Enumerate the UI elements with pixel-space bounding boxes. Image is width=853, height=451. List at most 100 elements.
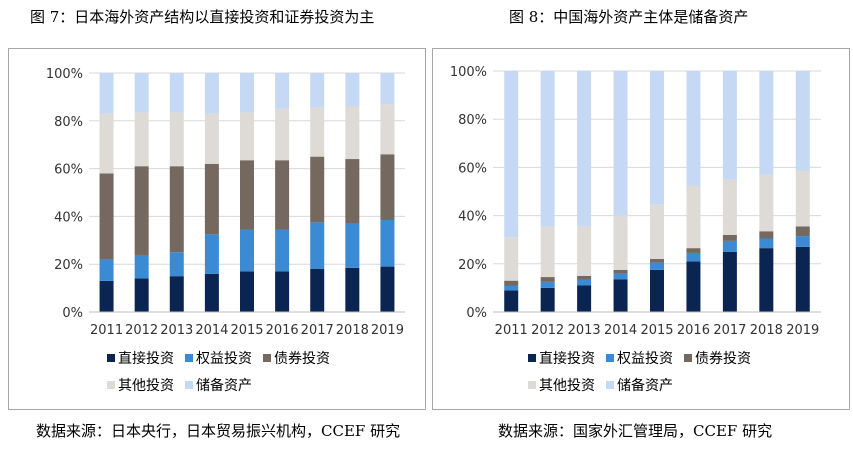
legend-label: 权益投资 [196,351,252,367]
bar-segment [613,269,628,274]
bar-segment [134,73,149,113]
bar-segment [204,113,219,164]
y-tick-label: 80% [54,115,83,130]
bar-segment [380,219,395,267]
bar-segment [275,229,290,272]
right-chart-panel: 0% 20% 40% 60% 80% 100% 2011 2012 2013 2014 2015 20… [432,48,850,410]
bar-segment [99,280,114,312]
bar-segment [504,285,519,291]
legend-label: 其他投资 [539,378,595,394]
bar-segment [540,71,555,227]
bar-segment [686,248,701,253]
bar-segment [240,73,254,113]
bar-segment [240,271,254,312]
x-tick-label: 2016 [266,323,299,338]
bar-segment [169,112,184,167]
right-figure-title: 图 8：中国海外资产主体是储备资产 [509,8,749,26]
bar-segment [380,104,395,155]
bar-segment [169,252,184,277]
legend-swatch [185,381,193,389]
bar-segment [722,71,737,180]
bar-segment [310,107,325,157]
bar-segment [795,236,810,247]
y-tick-label: 40% [54,210,83,225]
bar-segment [310,73,325,108]
legend-swatch [107,381,115,389]
bar-segment [613,215,628,270]
legend-label: 储备资产 [196,377,252,394]
bar-segment [134,255,149,279]
legend-swatch [185,354,193,362]
bar-segment [650,204,664,259]
x-tick-label: 2016 [677,323,710,338]
bar-segment [577,226,592,276]
bar-segment [504,280,519,286]
legend-label: 权益投资 [617,351,673,367]
bar-segment [310,268,325,312]
bar-segment [650,258,664,263]
bar-segment [613,71,628,216]
bar-segment [759,238,774,249]
x-tick-label: 2017 [713,323,746,338]
x-tick-label: 2017 [301,323,334,338]
bar-segment [722,240,737,252]
legend-swatch [528,354,536,362]
bar-segment [722,234,737,241]
y-tick-label: 60% [54,163,83,178]
bar-segment [275,160,290,230]
x-tick-label: 2018 [336,323,369,338]
bar-segment [240,229,254,272]
x-tick-label: 2018 [750,323,783,338]
x-tick-label: 2013 [568,323,601,338]
bar-segment [795,171,810,227]
bar-segment [169,166,184,253]
legend-label: 直接投资 [118,350,174,367]
legend-swatch [606,381,614,389]
bar-segment [99,173,114,260]
bar-segment [540,287,555,312]
y-tick-label: 40% [458,210,487,225]
legend-label: 其他投资 [118,378,174,394]
bar-segment [686,261,701,312]
bar-segment [169,73,184,113]
left-figure-title: 图 7：日本海外资产结构以直接投资和证券投资为主 [30,8,375,26]
x-tick-label: 2019 [371,323,404,338]
bar-segment [540,226,555,278]
bar-segment [204,273,219,312]
bar-segment [169,276,184,312]
legend-swatch [528,381,536,389]
bar-segment [99,73,114,114]
x-tick-label: 2011 [495,323,528,338]
legend-swatch [606,354,614,362]
bar-segment [380,154,395,220]
left-figure-source: 数据来源：日本央行，日本贸易振兴机构，CCEF 研究 [36,422,401,440]
bar-segment [577,71,592,227]
x-tick-label: 2014 [195,323,228,338]
bar-segment [345,267,360,312]
x-tick-label: 2013 [160,323,193,338]
bar-segment [504,71,519,238]
bar-segment [613,279,628,312]
bar-segment [577,275,592,280]
bar-segment [759,71,774,175]
y-tick-label: 20% [458,258,487,273]
bar-segment [795,71,810,172]
bar-segment [504,237,519,281]
legend-swatch [684,354,692,362]
bar-segment [686,252,701,262]
bar-segment [795,246,810,312]
legend-label: 债券投资 [274,351,330,367]
bar-segment [504,290,519,312]
left-chart-panel: 0% 20% 40% 60% 80% 100% 2011 2012 2013 2014 2015 20… [8,48,426,410]
bar-segment [577,285,592,312]
bar-segment [345,223,360,268]
bar-segment [686,71,701,186]
bar-segment [275,108,290,161]
bar-segment [345,106,360,160]
x-tick-label: 2012 [531,323,564,338]
legend-swatch [107,354,115,362]
x-tick-label: 2015 [640,323,673,338]
bar-segment [204,234,219,274]
bar-segment [310,222,325,269]
y-tick-label: 100% [450,65,487,80]
